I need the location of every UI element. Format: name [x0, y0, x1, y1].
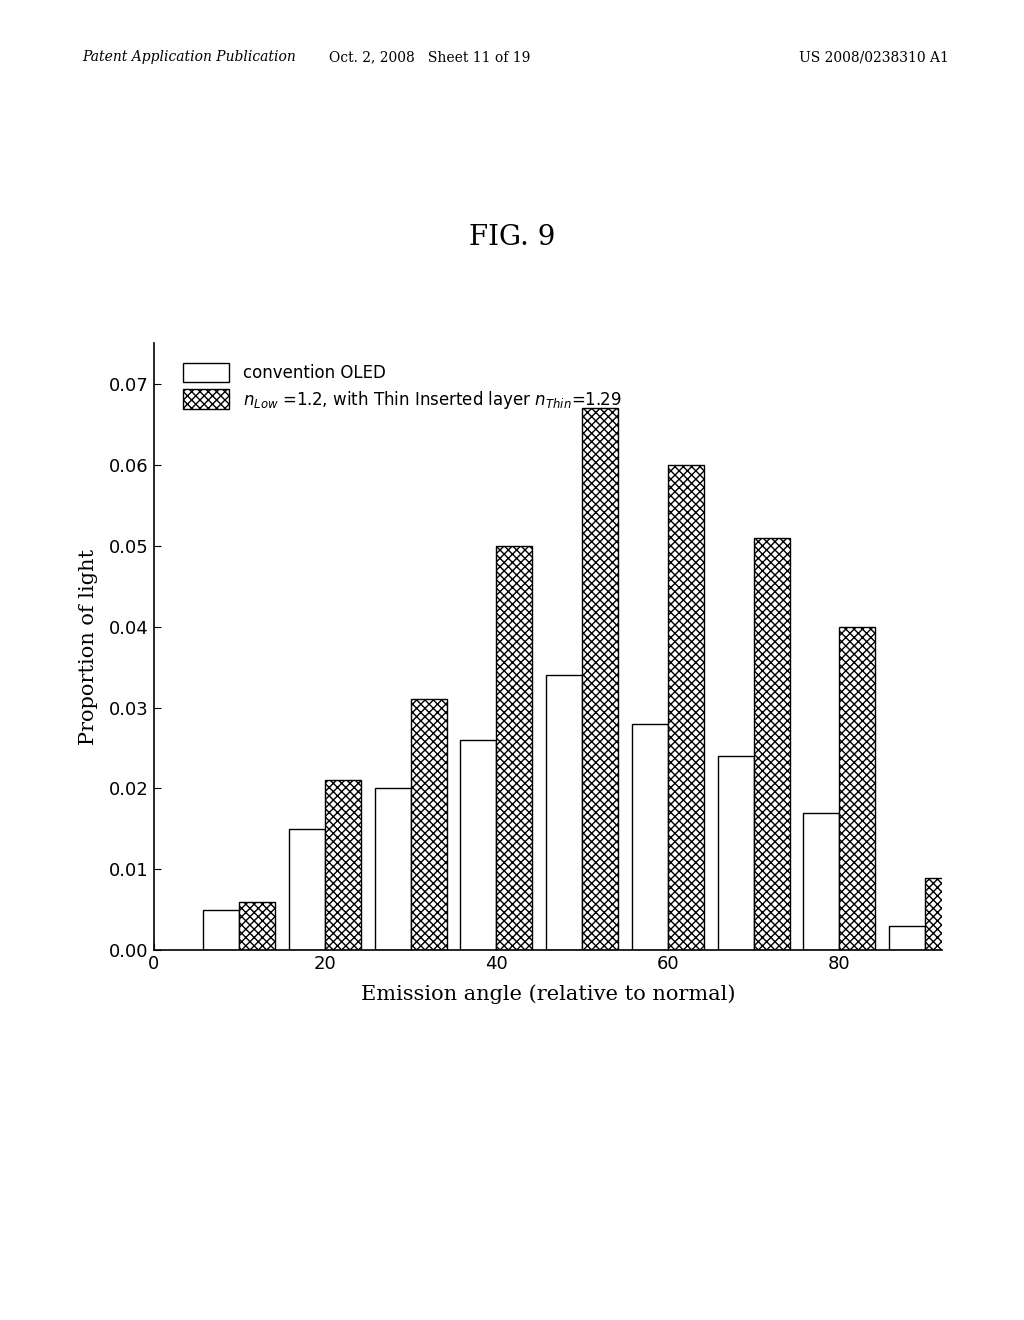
Legend: convention OLED, $n_{Low}$ =1.2, with Thin Inserted layer $n_{Thin}$=1.29: convention OLED, $n_{Low}$ =1.2, with Th… — [178, 358, 627, 416]
Bar — [889, 927, 925, 950]
Bar — [632, 723, 668, 950]
Bar — [289, 829, 325, 950]
Bar — [204, 909, 240, 950]
Bar — [582, 408, 618, 950]
Bar — [803, 813, 840, 950]
Text: FIG. 9: FIG. 9 — [469, 224, 555, 251]
Bar — [240, 902, 275, 950]
Bar — [925, 878, 961, 950]
Bar — [546, 675, 582, 950]
Bar — [375, 788, 411, 950]
Text: Oct. 2, 2008   Sheet 11 of 19: Oct. 2, 2008 Sheet 11 of 19 — [330, 50, 530, 65]
X-axis label: Emission angle (relative to normal): Emission angle (relative to normal) — [360, 985, 735, 1005]
Bar — [754, 537, 790, 950]
Y-axis label: Proportion of light: Proportion of light — [79, 549, 98, 744]
Bar — [668, 465, 703, 950]
Text: US 2008/0238310 A1: US 2008/0238310 A1 — [799, 50, 948, 65]
Bar — [497, 545, 532, 950]
Bar — [461, 741, 497, 950]
Text: Patent Application Publication: Patent Application Publication — [82, 50, 296, 65]
Bar — [325, 780, 361, 950]
Bar — [411, 700, 446, 950]
Bar — [840, 627, 876, 950]
Bar — [718, 756, 754, 950]
